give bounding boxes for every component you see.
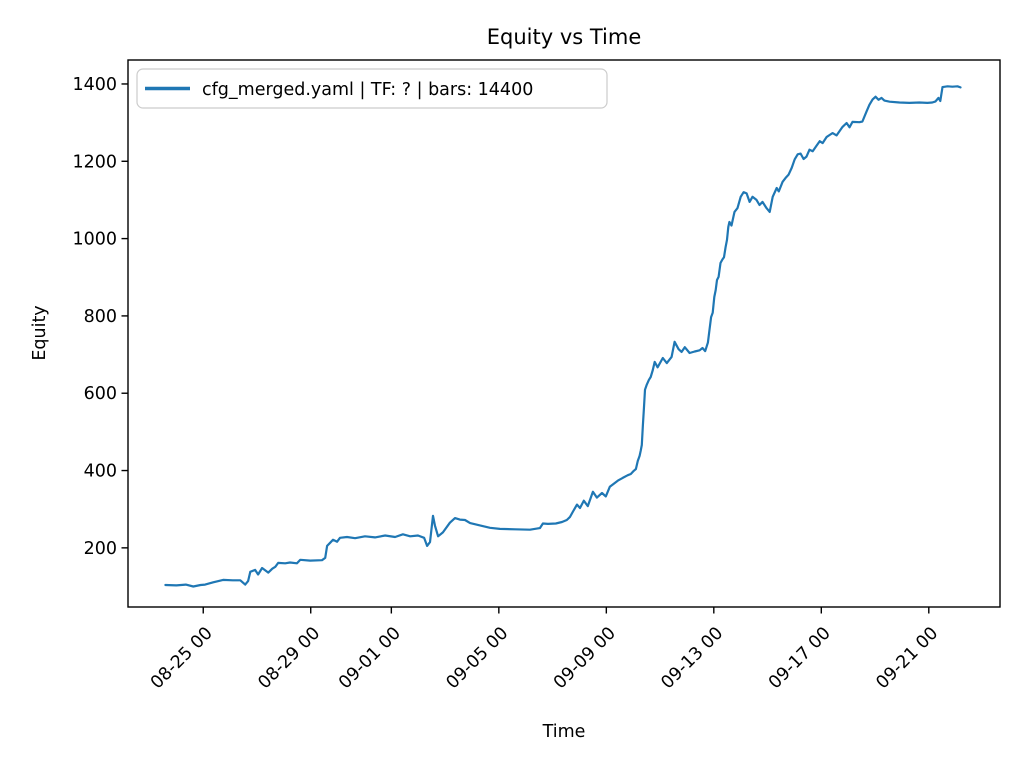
x-axis-label: Time xyxy=(542,722,586,742)
y-tick-label: 1000 xyxy=(72,230,117,250)
y-axis-ticks: 200 400 600 800 1000 1200 1400 xyxy=(72,75,128,559)
legend-box xyxy=(136,68,608,109)
x-tick-label: 09-13 00 xyxy=(658,623,728,693)
x-tick-label: 08-29 00 xyxy=(254,623,324,693)
y-tick-label: 1400 xyxy=(72,75,117,95)
x-tick-label: 09-05 00 xyxy=(443,623,513,693)
x-axis-ticks: 08-25 00 08-29 00 09-01 00 09-05 00 09-09 00… xyxy=(147,607,942,693)
y-tick-label: 200 xyxy=(84,539,117,559)
y-tick-label: 1200 xyxy=(72,152,117,172)
series-group xyxy=(164,85,962,588)
legend: cfg_merged.yaml | TF: ? | bars: 14400 xyxy=(136,68,608,109)
x-tick-label: 09-09 00 xyxy=(550,623,620,693)
y-tick-label: 400 xyxy=(84,462,117,482)
y-tick-label: 800 xyxy=(84,307,117,327)
x-tick-label: 09-01 00 xyxy=(335,623,405,693)
x-tick-label: 08-25 00 xyxy=(147,623,217,693)
plot-frame xyxy=(127,59,1001,608)
x-tick-label: 09-17 00 xyxy=(765,623,835,693)
y-axis-label: Equity xyxy=(30,305,50,360)
legend-label: cfg_merged.yaml | TF: ? | bars: 14400 xyxy=(202,80,533,100)
y-tick-label: 600 xyxy=(84,384,117,404)
chart-title: Equity vs Time xyxy=(487,25,642,49)
x-tick-label: 09-21 00 xyxy=(873,623,943,693)
equity-series-line xyxy=(164,85,962,588)
